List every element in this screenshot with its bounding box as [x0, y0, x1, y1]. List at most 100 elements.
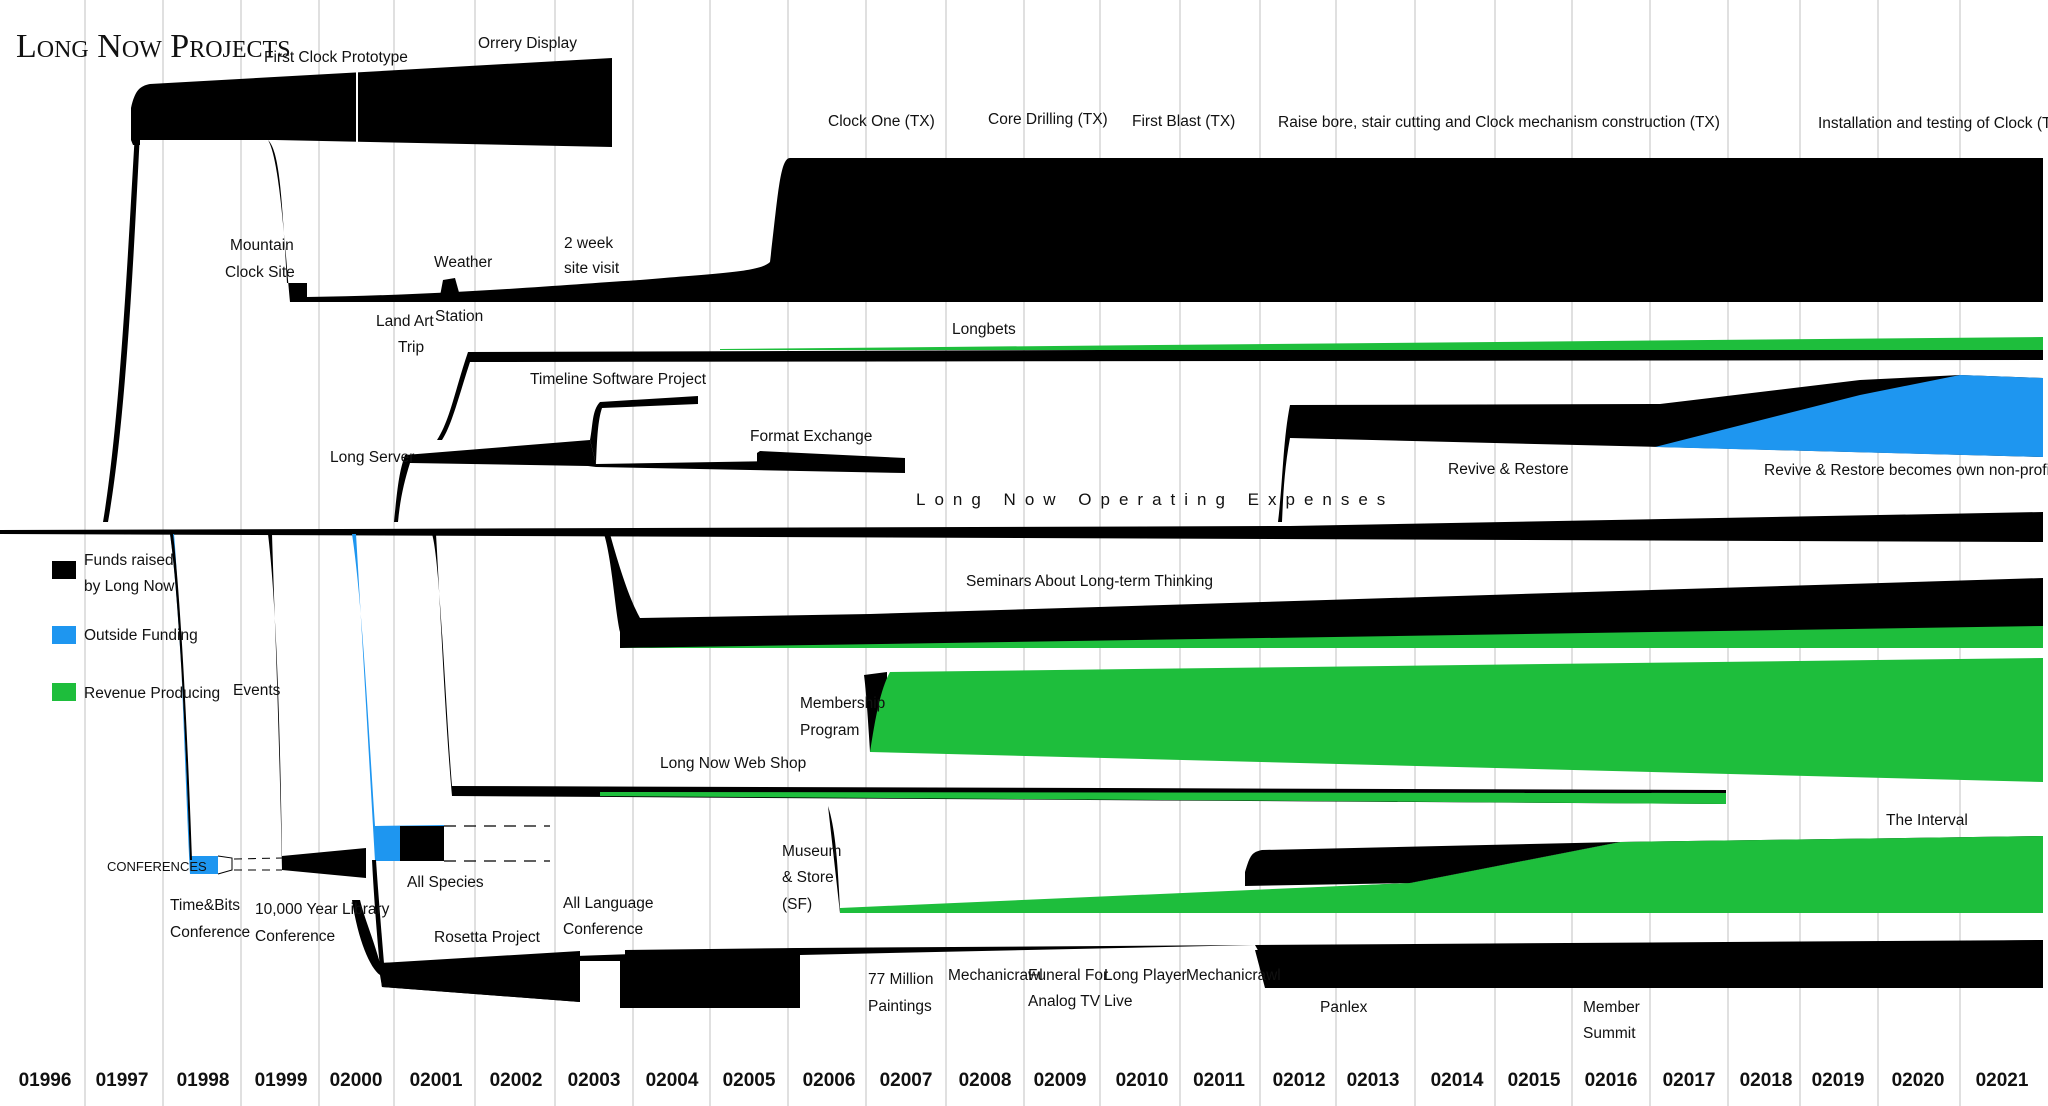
all-species-stream: [352, 534, 444, 861]
upper-labels: First Clock Prototype Orrery Display Clo…: [225, 35, 2048, 509]
long-server-stream: [394, 440, 905, 522]
legend-funds-label-2: by Long Now: [84, 578, 175, 595]
legend-swatch-funds: [52, 561, 76, 579]
page-title: Long Now Projects: [16, 28, 291, 65]
year-label-01997: 01997: [96, 1070, 149, 1091]
events-curve: [372, 860, 386, 987]
site-visit-bump: [576, 284, 596, 292]
legend-outside-label: Outside Funding: [84, 627, 198, 644]
timeline-software-stream: [590, 396, 698, 464]
label-events: Events: [233, 682, 281, 699]
label-core-drilling: Core Drilling (TX): [988, 111, 1108, 128]
year-label-02003: 02003: [568, 1070, 621, 1091]
year-label-02015: 02015: [1508, 1070, 1561, 1091]
year-axis: 01996 01997 01998 01999 02000 02001 02002 02003…: [19, 1070, 2029, 1091]
year-label-01999: 01999: [255, 1070, 308, 1091]
year-label-02013: 02013: [1347, 1070, 1400, 1091]
label-first-clock-prototype: First Clock Prototype: [264, 49, 408, 66]
year-label-02000: 02000: [330, 1070, 383, 1091]
interval-revenue: [840, 836, 2043, 913]
year-label-02010: 02010: [1116, 1070, 1169, 1091]
weather-station-bump: [440, 278, 460, 296]
label-museum-2: & Store: [782, 869, 834, 886]
conference-connector-1: [217, 855, 233, 875]
year-label-02011: 02011: [1193, 1070, 1245, 1091]
label-member-1: Member: [1583, 999, 1640, 1016]
label-museum-3: (SF): [782, 896, 812, 913]
label-land-art-2: Trip: [398, 339, 424, 356]
label-rosetta: Rosetta Project: [434, 929, 541, 946]
year-label-02005: 02005: [723, 1070, 776, 1091]
year-label-02014: 02014: [1431, 1070, 1484, 1091]
events-streams: [170, 534, 2043, 1008]
year-label-02012: 02012: [1273, 1070, 1326, 1091]
clock-streams: [103, 58, 2043, 522]
year-label-02002: 02002: [490, 1070, 543, 1091]
label-installation: Installation and testing of Clock (TX): [1818, 115, 2048, 132]
label-long-server: Long Server: [330, 449, 414, 466]
seminars-revenue: [620, 626, 2043, 648]
web-shop-revenue: [600, 792, 1726, 804]
year-label-02007: 02007: [880, 1070, 933, 1091]
label-library-1: 10,000 Year Library: [255, 901, 390, 918]
year-label-02019: 02019: [1812, 1070, 1865, 1091]
label-membership-2: Program: [800, 722, 859, 739]
label-two-week-1: 2 week: [564, 235, 613, 252]
panlex-step: [1245, 842, 1620, 886]
year-label-02009: 02009: [1034, 1070, 1087, 1091]
all-species-funds: [400, 826, 444, 861]
year-label-02017: 02017: [1663, 1070, 1716, 1091]
label-interval: The Interval: [1886, 812, 1968, 829]
label-seminars: Seminars About Long-term Thinking: [966, 573, 1213, 590]
label-timeline-software: Timeline Software Project: [530, 371, 707, 388]
legend-revenue-label: Revenue Producing: [84, 685, 220, 702]
year-label-02008: 02008: [959, 1070, 1012, 1091]
label-funeral-2: Analog TV: [1028, 993, 1101, 1010]
label-mountain-2: Clock Site: [225, 264, 295, 281]
time-bits-edge: [170, 534, 192, 860]
label-weather: Weather: [434, 254, 492, 271]
label-station: Station: [435, 308, 483, 325]
lower-funds-band: [1255, 940, 2043, 988]
label-all-language-1: All Language: [563, 895, 654, 912]
first-clock-prototype-block: [131, 58, 612, 147]
lower-labels: Seminars About Long-term Thinking Events…: [107, 573, 1968, 1042]
label-membership-1: Membership: [800, 695, 885, 712]
label-longbets: Longbets: [952, 321, 1016, 338]
label-two-week-2: site visit: [564, 260, 620, 277]
label-land-art-1: Land Art: [376, 313, 434, 330]
year-label-02001: 02001: [410, 1070, 463, 1091]
label-member-2: Summit: [1583, 1025, 1636, 1042]
label-mechanicrawl-b: Mechanicrawl: [1186, 967, 1281, 984]
label-all-language-2: Conference: [563, 921, 643, 938]
label-museum-1: Museum: [782, 843, 841, 860]
rosetta-block: [380, 951, 580, 1002]
label-time-bits-1: Time&Bits: [170, 897, 240, 914]
year-label-02020: 02020: [1892, 1070, 1945, 1091]
year-label-01998: 01998: [177, 1070, 230, 1091]
label-77-million-1: 77 Million: [868, 971, 933, 988]
label-orrery-display: Orrery Display: [478, 35, 577, 52]
year-label-02018: 02018: [1740, 1070, 1793, 1091]
label-first-blast: First Blast (TX): [1132, 113, 1235, 130]
label-revive-restore: Revive & Restore: [1448, 461, 1569, 478]
label-format-exchange: Format Exchange: [750, 428, 872, 445]
label-all-species: All Species: [407, 874, 484, 891]
legend-swatch-revenue: [52, 683, 76, 701]
library-conference-stream: [268, 534, 366, 878]
year-label-02021: 02021: [1976, 1070, 2029, 1091]
revive-restore-nonprofit: [1655, 375, 2043, 457]
membership-revenue: [870, 658, 2043, 782]
longbets-revenue: [720, 337, 2043, 350]
longbets-stream: [437, 347, 2043, 440]
seminars-stream: [604, 534, 2043, 648]
legend-swatch-outside: [52, 626, 76, 644]
label-time-bits-2: Conference: [170, 924, 250, 941]
label-library-2: Conference: [255, 928, 335, 945]
year-label-02004: 02004: [646, 1070, 699, 1091]
clock-origin-curve: [131, 133, 140, 145]
label-mountain-1: Mountain: [230, 237, 294, 254]
label-77-million-2: Paintings: [868, 998, 932, 1015]
label-operating-expenses: Long Now Operating Expenses: [916, 490, 1394, 509]
format-exchange-block: [757, 451, 905, 467]
